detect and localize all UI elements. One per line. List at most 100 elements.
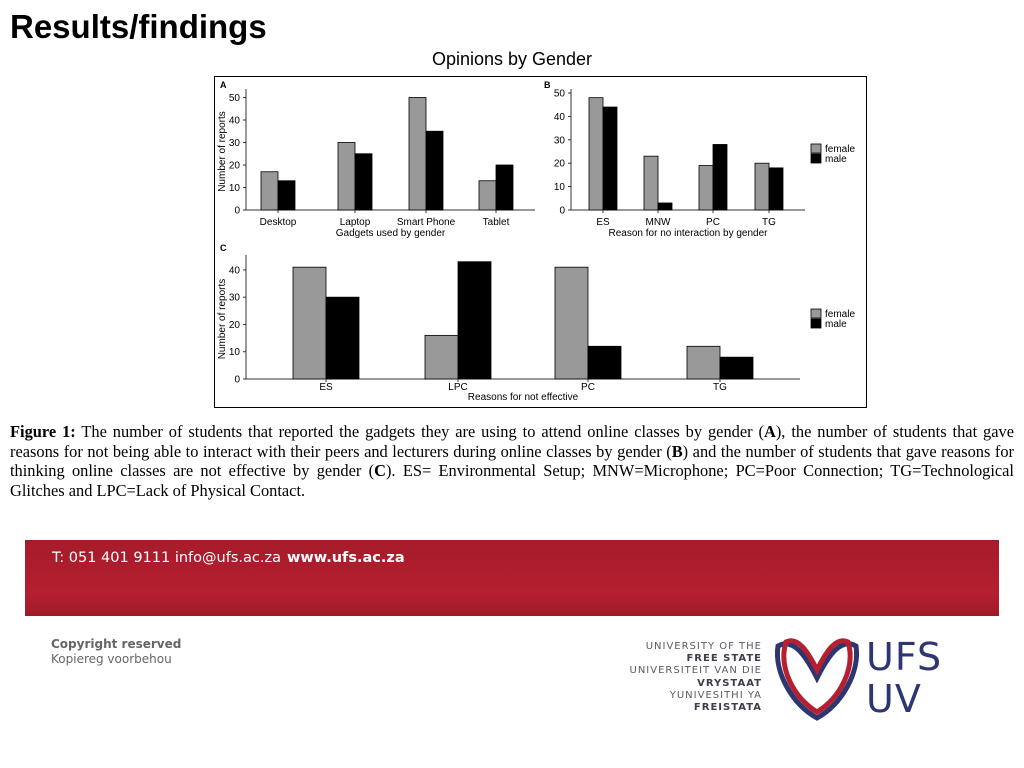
- bar-male: [495, 164, 514, 211]
- y-tick-label: 10: [229, 347, 241, 358]
- caption-part3: ) and the number of students that gave r…: [10, 441, 1014, 481]
- ufs-logo-text: UFS UV: [866, 636, 942, 720]
- y-tick-label: 20: [554, 159, 566, 170]
- ufs-logo-icon: [774, 638, 860, 721]
- x-tick-label: TG: [713, 382, 727, 393]
- caption-bold-c: C: [374, 461, 386, 480]
- caption-bold-b: B: [671, 441, 683, 461]
- x-tick-label: PC: [581, 382, 595, 393]
- y-axis-label: Number of reports: [217, 279, 228, 360]
- bar-male: [325, 296, 360, 380]
- y-tick-label: 30: [229, 138, 241, 149]
- x-tick-label: Smart Phone: [397, 217, 456, 228]
- y-tick-label: 0: [234, 206, 240, 217]
- bar-female: [643, 155, 659, 211]
- caption-part4: ). ES= Environmental Setup; MNW=Micropho…: [10, 461, 1014, 500]
- x-tick-label: Laptop: [340, 217, 371, 228]
- bar-female: [260, 171, 279, 211]
- bar-male: [425, 130, 444, 211]
- bar-female: [478, 180, 497, 211]
- y-tick-label: 40: [229, 265, 241, 276]
- caption-label: Figure 1:: [10, 422, 76, 441]
- legend-label: male: [825, 154, 847, 165]
- footer-website-link[interactable]: www.ufs.ac.za: [286, 550, 405, 566]
- logo-line-ufs: UFS: [866, 635, 943, 679]
- figure-caption: Figure 1: The number of students that re…: [10, 422, 1014, 500]
- bar-female: [337, 142, 356, 211]
- footer-contact: T: 051 401 9111 info@ufs.ac.za www.ufs.ac…: [52, 550, 405, 566]
- bar-female: [292, 266, 327, 380]
- bar-female: [424, 334, 459, 380]
- bar-female: [588, 97, 604, 211]
- x-tick-label: ES: [319, 382, 333, 393]
- panel-label: C: [220, 243, 227, 253]
- bar-male: [768, 167, 784, 211]
- y-tick-label: 40: [554, 112, 566, 123]
- footer-band: T: 051 401 9111 info@ufs.ac.za www.ufs.ac…: [25, 540, 999, 616]
- y-tick-label: 30: [554, 135, 566, 146]
- x-tick-label: PC: [706, 217, 720, 228]
- footer-contact-text: T: 051 401 9111 info@ufs.ac.za: [52, 550, 281, 566]
- x-tick-label: Tablet: [483, 217, 510, 228]
- legend-label: female: [825, 144, 855, 155]
- y-tick-label: 10: [554, 182, 566, 193]
- caption-bold-a: A: [763, 422, 776, 441]
- bar-male: [712, 144, 728, 211]
- bar-female: [754, 162, 770, 211]
- legend-label: male: [825, 319, 847, 330]
- bar-male: [277, 180, 296, 211]
- legend-swatch-male: [810, 153, 822, 164]
- x-tick-label: Desktop: [260, 217, 297, 228]
- bar-male: [457, 261, 492, 380]
- y-axis-label: Number of reports: [217, 111, 228, 192]
- legend-swatch-female: [810, 308, 822, 319]
- panel-label: A: [220, 80, 227, 90]
- y-tick-label: 0: [559, 206, 565, 217]
- y-tick-label: 20: [229, 161, 241, 172]
- y-tick-label: 10: [229, 183, 241, 194]
- y-tick-label: 0: [234, 375, 240, 386]
- caption-part1: The number of students that reported the…: [75, 422, 764, 441]
- x-axis-label: Reason for no interaction by gender: [609, 228, 769, 239]
- legend-swatch-female: [810, 143, 822, 154]
- y-tick-label: 50: [229, 93, 241, 104]
- university-name-line: VRYSTAAT: [697, 677, 762, 689]
- copyright-af: Kopiereg voorbehou: [51, 652, 172, 666]
- bar-female: [686, 345, 721, 380]
- university-name-line: UNIVERSITY OF THE: [645, 641, 762, 652]
- y-tick-label: 30: [229, 293, 241, 304]
- bar-male: [602, 106, 618, 211]
- bar-female: [408, 97, 427, 211]
- panel-label: B: [544, 80, 551, 90]
- x-tick-label: TG: [762, 217, 776, 228]
- slide-title: Results/findings: [10, 8, 267, 45]
- copyright-notice: Copyright reserved Kopiereg voorbehou: [51, 637, 181, 667]
- y-tick-label: 50: [554, 89, 566, 100]
- x-tick-label: ES: [596, 217, 610, 228]
- chart-heading: Opinions by Gender: [0, 49, 1024, 70]
- bar-male: [587, 345, 622, 380]
- university-name-line: FREISTATA: [693, 702, 762, 714]
- chart-heading-text: Opinions by Gender: [431, 49, 593, 69]
- x-tick-label: MNW: [646, 217, 672, 228]
- figure-frame: A 0 10 20 30 40 50 Desktop Laptop Smart Phone Tabl…: [214, 76, 867, 408]
- legend-swatch-male: [810, 318, 822, 329]
- y-tick-label: 20: [229, 320, 241, 331]
- bar-male: [657, 202, 673, 211]
- university-name-line: UNIVERSITEIT VAN DIE: [629, 665, 762, 677]
- legend-label: female: [825, 309, 855, 320]
- x-axis-label: Gadgets used by gender: [336, 228, 446, 239]
- copyright-en: Copyright reserved: [51, 637, 182, 651]
- bar-female: [554, 266, 589, 380]
- caption-part2: ), the number of students that gave reas…: [10, 422, 1014, 461]
- logo-line-uv: UV: [866, 677, 922, 721]
- bar-male: [719, 356, 754, 380]
- university-name-line: YUNIVESITHI YA: [669, 689, 762, 701]
- figure-svg: A 0 10 20 30 40 50 Desktop Laptop Smart Phone Tabl…: [217, 80, 855, 403]
- x-tick-label: LPC: [448, 382, 467, 393]
- x-axis-label: Reasons for not effective: [468, 392, 579, 403]
- bar-female: [698, 165, 714, 211]
- bar-male: [354, 153, 373, 211]
- university-name-line: FREE STATE: [686, 653, 762, 665]
- y-tick-label: 40: [229, 116, 241, 127]
